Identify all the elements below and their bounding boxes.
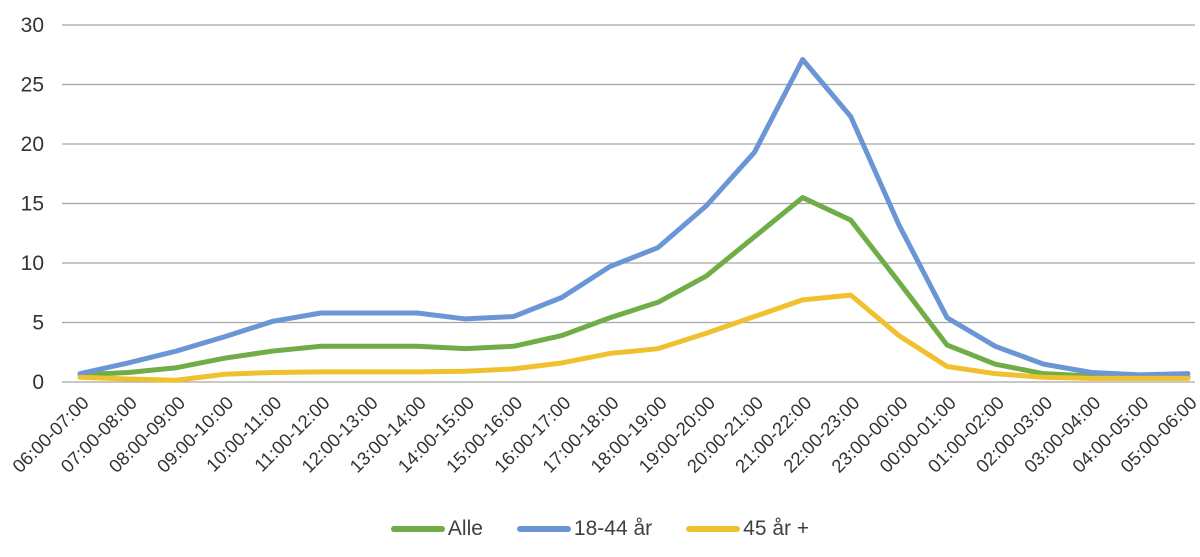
series-line-45-r [77, 292, 1191, 383]
legend-swatch-18-44-r [516, 525, 571, 532]
legend-swatch-alle [390, 525, 445, 532]
legend-swatch-45-r [686, 525, 741, 532]
legend-label: 45 år + [743, 517, 810, 540]
y-axis-tick-label: 30 [21, 14, 44, 37]
legend-item-18-44-r: 18-44 år [516, 517, 653, 540]
legend-item-alle: Alle [390, 517, 483, 540]
y-axis-tick-label: 10 [21, 252, 44, 275]
series-line-alle [77, 195, 1191, 380]
y-axis-tick-label: 15 [21, 193, 44, 216]
legend-label: Alle [447, 517, 483, 540]
y-axis-tick-label: 20 [21, 133, 44, 156]
series-line-18-44-r [77, 57, 1191, 378]
y-axis-tick-label: 0 [32, 371, 44, 394]
y-axis-tick-label: 5 [32, 312, 44, 335]
y-axis-tick-label: 25 [21, 74, 44, 97]
legend-item-45-r: 45 år + [686, 518, 809, 539]
legend-label: 18-44 år [573, 517, 653, 540]
legend: Alle 18-44 år 45 år + [0, 518, 1200, 539]
